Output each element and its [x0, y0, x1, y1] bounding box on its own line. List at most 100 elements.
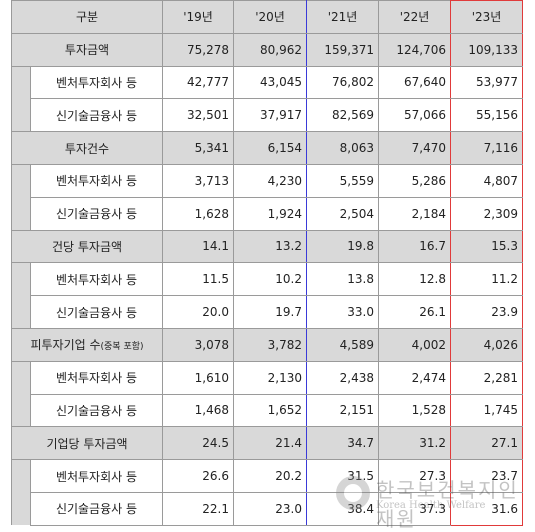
group-label: 투자금액 [11, 32, 163, 67]
sub-row: 벤처투자회사 등 42,777 43,045 76,802 67,640 53,977 [11, 65, 523, 100]
indent-cell [11, 262, 31, 296]
sub-value-cell: 11.2 [450, 262, 523, 297]
group-row: 투자금액 75,278 80,962 159,371 124,706 109,133 [11, 32, 523, 67]
sub-value-cell: 82,569 [306, 98, 379, 133]
header-year-2022: '22년 [378, 0, 451, 34]
sub-label: 벤처투자회사 등 [30, 262, 163, 297]
sub-value-cell: 1,468 [162, 393, 234, 428]
group-label: 건당 투자금액 [11, 229, 163, 264]
header-year-2021: '21년 [306, 0, 379, 34]
sub-label: 벤처투자회사 등 [30, 360, 163, 395]
sub-row: 벤처투자회사 등 26.6 20.2 31.5 27.3 23.7 [11, 459, 523, 493]
group-value-cell: 4,026 [450, 327, 523, 362]
sub-value-cell: 67,640 [378, 65, 451, 100]
sub-value-cell: 10.2 [233, 262, 307, 297]
group-label: 피투자기업 수(중복 포함) [11, 327, 163, 362]
sub-value-cell: 57,066 [378, 98, 451, 133]
sub-row: 신기술금융사 등 1,628 1,924 2,504 2,184 2,309 [11, 196, 523, 231]
sub-value-cell: 11.5 [162, 262, 234, 297]
sub-value-cell: 23.7 [450, 459, 523, 493]
sub-value-cell: 37.3 [378, 491, 451, 526]
sub-value-cell: 23.9 [450, 295, 523, 329]
sub-row: 벤처투자회사 등 11.5 10.2 13.8 12.8 11.2 [11, 262, 523, 297]
sub-row: 신기술금융사 등 20.0 19.7 33.0 26.1 23.9 [11, 295, 523, 329]
indent-cell [11, 295, 31, 329]
group-value-cell: 124,706 [378, 32, 451, 67]
sub-value-cell: 37,917 [233, 98, 307, 133]
group-value-cell: 80,962 [233, 32, 307, 67]
sub-value-cell: 2,184 [378, 196, 451, 231]
sub-value-cell: 2,130 [233, 360, 307, 395]
indent-cell [11, 197, 31, 231]
header-row: 구분 '19년 '20년 '21년 '22년 '23년 [11, 0, 523, 34]
group-label: 기업당 투자금액 [11, 426, 163, 461]
sub-value-cell: 53,977 [450, 65, 523, 100]
sub-value-cell: 4,230 [233, 163, 307, 198]
sub-value-cell: 32,501 [162, 98, 234, 133]
sub-value-cell: 19.7 [233, 295, 307, 329]
indent-cell [11, 394, 31, 427]
sub-value-cell: 31.6 [450, 491, 523, 526]
indent-cell [11, 98, 31, 132]
group-value-cell: 7,470 [378, 131, 451, 165]
group-value-cell: 8,063 [306, 131, 379, 165]
sub-value-cell: 5,286 [378, 163, 451, 198]
indent-cell [11, 459, 31, 493]
sub-value-cell: 1,924 [233, 196, 307, 231]
header-year-2020: '20년 [233, 0, 307, 34]
sub-label: 신기술금융사 등 [30, 98, 163, 133]
sub-label: 신기술금융사 등 [30, 295, 163, 329]
indent-cell [11, 66, 31, 99]
indent-cell [11, 164, 31, 198]
sub-value-cell: 5,559 [306, 163, 379, 198]
sub-value-cell: 12.8 [378, 262, 451, 297]
group-value-cell: 6,154 [233, 131, 307, 165]
sub-value-cell: 31.5 [306, 459, 379, 493]
group-value-cell: 4,002 [378, 327, 451, 362]
sub-value-cell: 2,309 [450, 196, 523, 231]
header-category: 구분 [11, 0, 163, 34]
sub-row: 벤처투자회사 등 1,610 2,130 2,438 2,474 2,281 [11, 360, 523, 395]
group-row: 기업당 투자금액 24.5 21.4 34.7 31.2 27.1 [11, 426, 523, 461]
group-value-cell: 109,133 [450, 32, 523, 67]
sub-value-cell: 1,652 [233, 393, 307, 428]
group-label-note: (중복 포함) [100, 342, 144, 353]
sub-row: 신기술금융사 등 32,501 37,917 82,569 57,066 55,156 [11, 98, 523, 133]
sub-value-cell: 2,281 [450, 360, 523, 395]
investment-table: 구분 '19년 '20년 '21년 '22년 '23년 투자금액 75,278 80… [11, 0, 523, 526]
group-row: 건당 투자금액 14.1 13.2 19.8 16.7 15.3 [11, 229, 523, 264]
sub-value-cell: 2,438 [306, 360, 379, 395]
sub-label: 벤처투자회사 등 [30, 65, 163, 100]
sub-value-cell: 76,802 [306, 65, 379, 100]
group-label: 투자건수 [11, 131, 163, 165]
group-value-cell: 3,782 [233, 327, 307, 362]
header-year-2019: '19년 [162, 0, 234, 34]
sub-value-cell: 43,045 [233, 65, 307, 100]
group-value-cell: 14.1 [162, 229, 234, 264]
sub-value-cell: 23.0 [233, 491, 307, 526]
sub-value-cell: 42,777 [162, 65, 234, 100]
sub-label: 신기술금융사 등 [30, 491, 163, 526]
group-value-cell: 31.2 [378, 426, 451, 461]
group-row: 투자건수 5,341 6,154 8,063 7,470 7,116 [11, 131, 523, 165]
indent-cell [11, 492, 31, 526]
group-value-cell: 19.8 [306, 229, 379, 264]
sub-label: 신기술금융사 등 [30, 393, 163, 428]
sub-value-cell: 2,504 [306, 196, 379, 231]
sub-value-cell: 3,713 [162, 163, 234, 198]
sub-value-cell: 38.4 [306, 491, 379, 526]
sub-value-cell: 20.2 [233, 459, 307, 493]
group-value-cell: 24.5 [162, 426, 234, 461]
group-value-cell: 34.7 [306, 426, 379, 461]
sub-value-cell: 27.3 [378, 459, 451, 493]
sub-value-cell: 1,745 [450, 393, 523, 428]
group-value-cell: 21.4 [233, 426, 307, 461]
group-value-cell: 27.1 [450, 426, 523, 461]
sub-value-cell: 26.1 [378, 295, 451, 329]
sub-row: 벤처투자회사 등 3,713 4,230 5,559 5,286 4,807 [11, 163, 523, 198]
group-value-cell: 13.2 [233, 229, 307, 264]
group-value-cell: 4,589 [306, 327, 379, 362]
sub-label: 벤처투자회사 등 [30, 163, 163, 198]
indent-cell [11, 361, 31, 395]
sub-label: 신기술금융사 등 [30, 196, 163, 231]
